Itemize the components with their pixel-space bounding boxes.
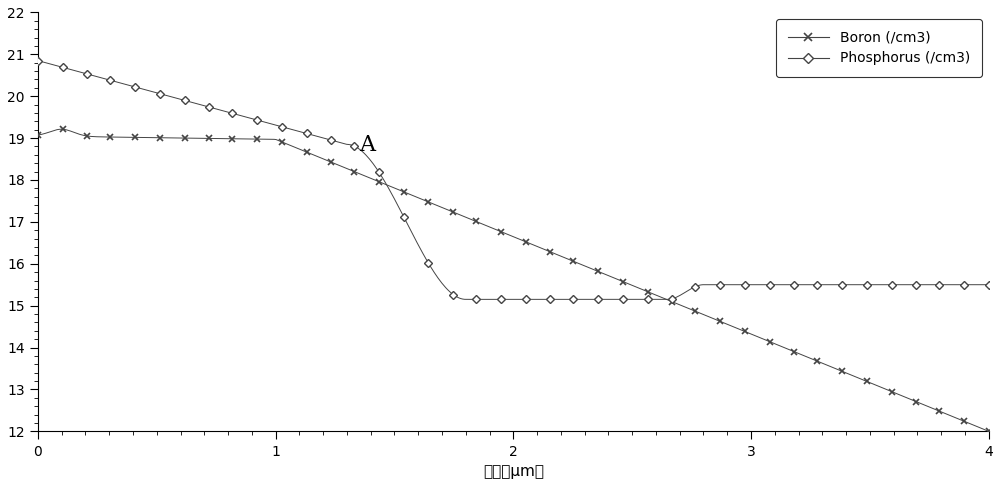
Legend: Boron (/cm3), Phosphorus (/cm3): Boron (/cm3), Phosphorus (/cm3): [776, 19, 982, 77]
Text: A: A: [359, 134, 375, 156]
X-axis label: 深度（μm）: 深度（μm）: [483, 464, 544, 479]
